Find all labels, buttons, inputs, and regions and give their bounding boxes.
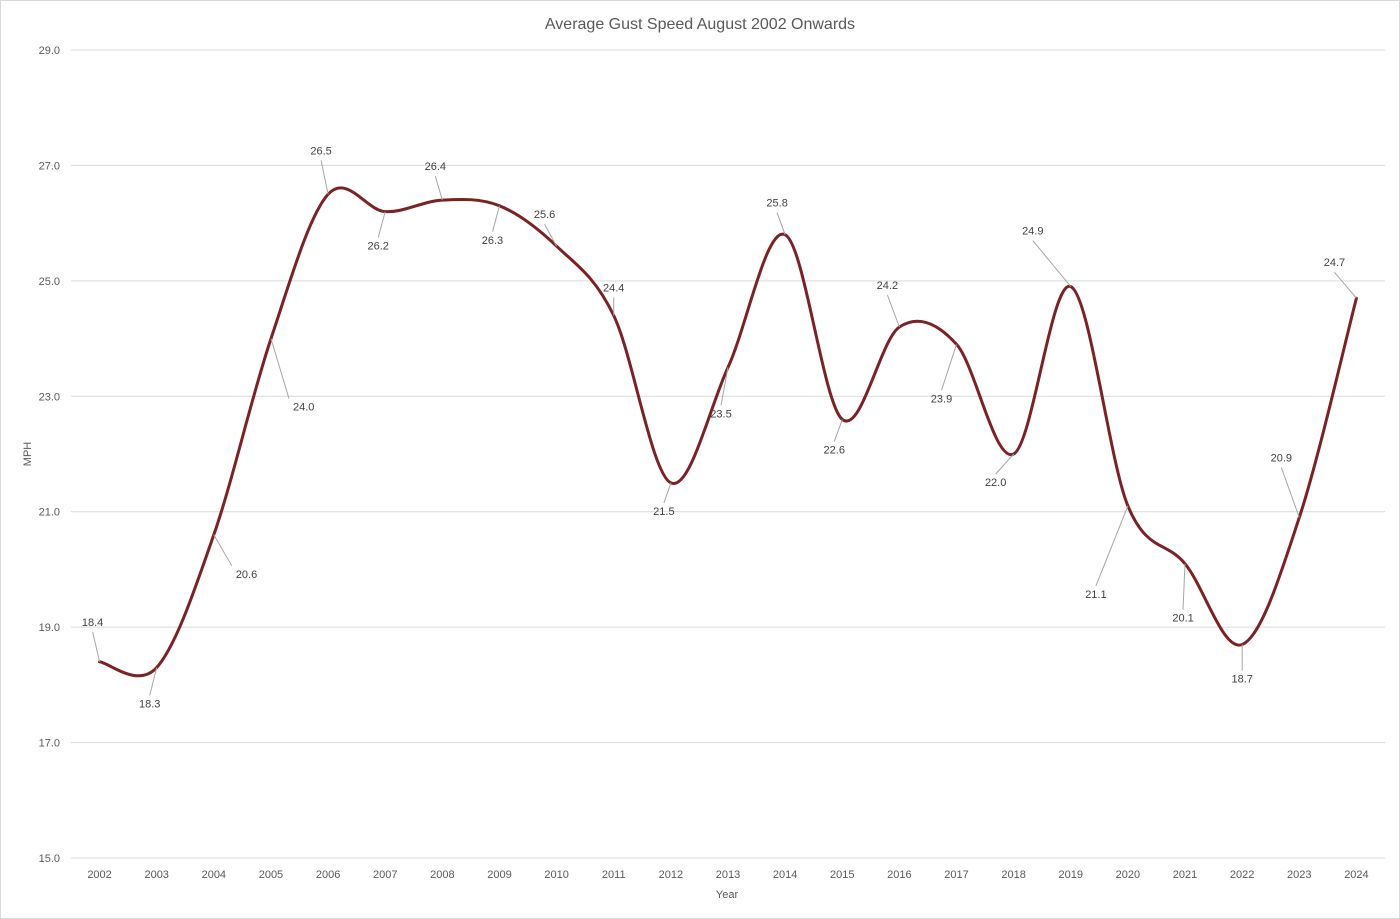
- chart-title: Average Gust Speed August 2002 Onwards: [545, 16, 855, 33]
- data-label: 26.2: [368, 241, 389, 253]
- x-tick-label: 2023: [1287, 869, 1311, 881]
- data-label: 25.8: [766, 198, 787, 210]
- label-leader-line: [270, 338, 290, 399]
- x-tick-label: 2020: [1116, 869, 1140, 881]
- x-tick-label: 2006: [316, 869, 340, 881]
- x-tick-label: 2010: [544, 869, 568, 881]
- y-axis-ticks: 15.0 17.0 19.0 21.0 23.0 25.0 27.0 29.0: [39, 45, 60, 865]
- series-lines: [98, 186, 1358, 678]
- data-label: 24.9: [1022, 226, 1043, 238]
- data-label: 24.0: [293, 402, 314, 414]
- data-label: 22.6: [824, 444, 845, 456]
- x-axis-title: Year: [716, 889, 739, 901]
- x-tick-label: 2022: [1230, 869, 1254, 881]
- x-tick-label: 2021: [1173, 869, 1197, 881]
- data-label: 23.5: [710, 408, 731, 420]
- y-tick-label: 27.0: [39, 160, 60, 172]
- data-label: 24.2: [877, 280, 898, 292]
- y-tick-label: 23.0: [39, 391, 60, 403]
- label-leader-line: [663, 482, 672, 504]
- label-leader-line: [886, 294, 900, 328]
- x-tick-label: 2003: [144, 869, 168, 881]
- x-tick-label: 2002: [87, 869, 111, 881]
- y-tick-label: 25.0: [39, 276, 60, 288]
- x-tick-label: 2018: [1001, 869, 1025, 881]
- data-labels: 18.4 18.3 20.6 24.0 26.5 26.2 26.4 26.3 25.6 24.4…: [82, 145, 1345, 710]
- x-tick-label: 2019: [1059, 869, 1083, 881]
- data-label: 18.7: [1231, 673, 1252, 685]
- x-axis-ticks: 2002 2003 2004 2005 2006 2007 2008 2009 2010 2011…: [87, 869, 1368, 881]
- data-label: 22.0: [985, 477, 1006, 489]
- data-label: 20.9: [1271, 452, 1292, 464]
- data-label: 24.7: [1324, 257, 1345, 269]
- gridlines: [71, 49, 1385, 859]
- x-tick-label: 2008: [430, 869, 454, 881]
- label-leader-line: [434, 175, 443, 201]
- data-label: 21.1: [1085, 589, 1106, 601]
- x-tick-label: 2012: [659, 869, 683, 881]
- label-leader-line: [213, 534, 233, 567]
- data-label: 25.6: [534, 209, 555, 221]
- label-leader-line: [149, 667, 158, 696]
- label-leader-line: [720, 367, 729, 406]
- data-label: 24.4: [603, 282, 624, 294]
- x-tick-label: 2007: [373, 869, 397, 881]
- x-tick-label: 2009: [487, 869, 511, 881]
- x-tick-label: 2005: [259, 869, 283, 881]
- y-axis-title: MPH: [22, 442, 34, 467]
- label-leader-lines: [92, 160, 1357, 696]
- label-leader-line: [833, 419, 843, 442]
- y-tick-label: 29.0: [39, 45, 60, 57]
- y-tick-label: 21.0: [39, 507, 60, 519]
- y-tick-label: 17.0: [39, 738, 60, 750]
- label-leader-line: [1280, 467, 1300, 518]
- x-tick-label: 2016: [887, 869, 911, 881]
- x-tick-label: 2015: [830, 869, 854, 881]
- x-tick-label: 2014: [773, 869, 797, 881]
- label-leader-line: [1032, 240, 1072, 287]
- x-tick-label: 2024: [1344, 869, 1368, 881]
- label-leader-line: [544, 223, 558, 247]
- data-label: 26.4: [425, 161, 446, 173]
- label-leader-line: [492, 205, 500, 232]
- data-label: 20.1: [1172, 613, 1193, 625]
- x-tick-label: 2017: [944, 869, 968, 881]
- data-label: 26.5: [310, 145, 331, 157]
- label-leader-line: [92, 631, 101, 662]
- label-leader-line: [1334, 271, 1357, 299]
- label-leader-line: [941, 344, 957, 391]
- label-leader-line: [377, 211, 386, 238]
- label-leader-line: [995, 453, 1015, 475]
- label-leader-line: [1095, 505, 1129, 587]
- data-label: 21.5: [653, 506, 674, 518]
- data-label: 18.4: [82, 617, 103, 629]
- data-label: 26.3: [482, 235, 503, 247]
- x-tick-label: 2013: [716, 869, 740, 881]
- series-line: [98, 186, 1358, 678]
- data-label: 20.6: [236, 569, 257, 581]
- label-leader-line: [320, 160, 329, 195]
- data-label: 18.3: [139, 699, 160, 711]
- y-tick-label: 19.0: [39, 622, 60, 634]
- x-tick-label: 2011: [602, 869, 626, 881]
- x-tick-label: 2004: [202, 869, 226, 881]
- y-tick-label: 15.0: [39, 853, 60, 865]
- label-leader-line: [776, 212, 786, 235]
- label-leader-line: [1182, 563, 1186, 610]
- data-label: 23.9: [931, 393, 952, 405]
